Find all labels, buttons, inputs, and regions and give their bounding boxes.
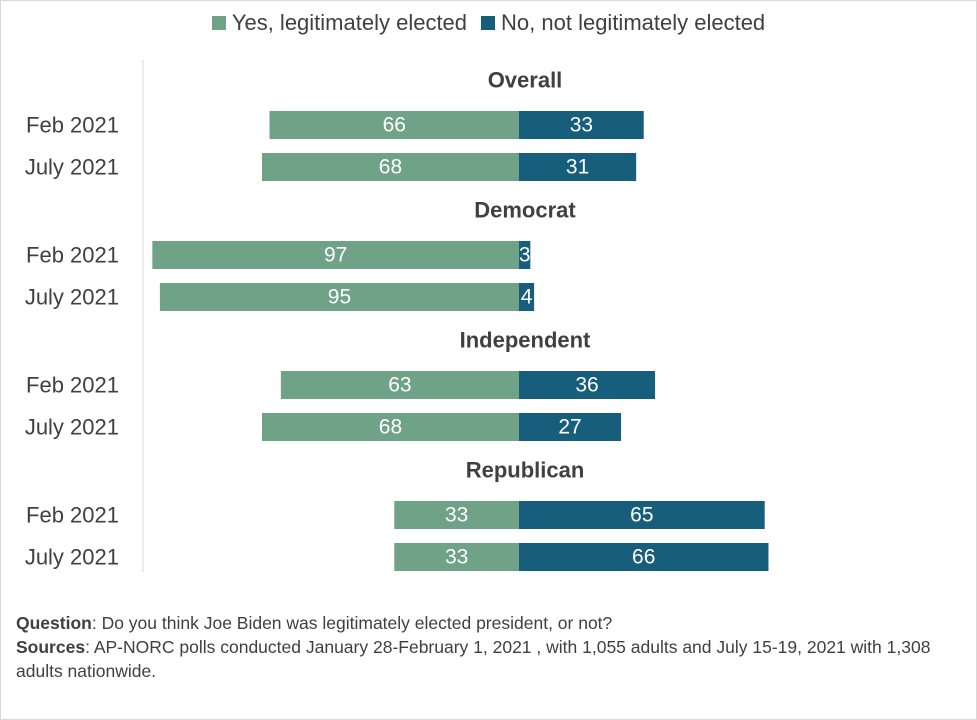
- bar-yes: [394, 543, 519, 571]
- data-label-no: 36: [575, 374, 598, 397]
- legend-label-yes: Yes, legitimately elected: [231, 10, 468, 35]
- sources-note: Sources: AP-NORC polls conducted January…: [16, 635, 956, 683]
- data-label-yes: 97: [324, 244, 347, 267]
- data-label-no: 27: [558, 416, 581, 439]
- data-label-yes: 68: [379, 416, 402, 439]
- row-label: July 2021: [25, 155, 119, 180]
- question-note: Question: Do you think Joe Biden was leg…: [16, 611, 956, 635]
- legend-item-yes: Yes, legitimately elected: [211, 10, 468, 36]
- group-title: Overall: [488, 68, 563, 93]
- legend-label-no: No, not legitimately elected: [501, 10, 766, 35]
- row-label: July 2021: [25, 545, 119, 570]
- bar-yes: [280, 371, 519, 399]
- bar-no: [519, 371, 656, 399]
- data-label-yes: 63: [388, 374, 411, 397]
- bar-no: [519, 283, 535, 311]
- data-label-yes: 33: [445, 504, 468, 527]
- data-label-yes: 68: [379, 156, 402, 179]
- row-label: Feb 2021: [26, 113, 119, 138]
- data-label-no: 33: [570, 114, 593, 137]
- bar-no: [519, 153, 637, 181]
- group-title: Democrat: [474, 198, 576, 223]
- legend-swatch-no: [481, 16, 496, 30]
- legend-swatch-yes: [211, 16, 226, 30]
- bar-yes: [269, 111, 519, 139]
- data-label-no: 66: [632, 546, 655, 569]
- group-title: Independent: [460, 328, 591, 353]
- data-label-no: 65: [630, 504, 653, 527]
- data-label-yes: 95: [328, 286, 351, 309]
- bar-no: [519, 111, 644, 139]
- row-label: July 2021: [25, 285, 119, 310]
- bar-no: [519, 501, 765, 529]
- bar-yes: [394, 501, 519, 529]
- row-label: Feb 2021: [26, 503, 119, 528]
- group-title: Republican: [466, 458, 585, 483]
- legend-item-no: No, not legitimately elected: [481, 10, 765, 36]
- sources-text: : AP-NORC polls conducted January 28-Feb…: [16, 637, 931, 681]
- row-label: July 2021: [25, 415, 119, 440]
- chart-notes: Question: Do you think Joe Biden was leg…: [16, 611, 956, 683]
- data-label-no: 31: [566, 156, 589, 179]
- bar-yes: [261, 153, 519, 181]
- question-label: Question: [16, 613, 92, 633]
- bar-no: [519, 413, 622, 441]
- question-text: : Do you think Joe Biden was legitimatel…: [91, 613, 613, 633]
- data-label-no: 3: [519, 244, 531, 267]
- sources-label: Sources: [16, 637, 86, 657]
- data-label-yes: 33: [445, 546, 468, 569]
- bar-no: [519, 543, 769, 571]
- row-label: Feb 2021: [26, 373, 119, 398]
- data-label-yes: 66: [383, 114, 406, 137]
- row-label: Feb 2021: [26, 243, 119, 268]
- bar-no: [519, 241, 531, 269]
- data-label-no: 4: [521, 286, 533, 309]
- bar-yes: [152, 241, 519, 269]
- legend: Yes, legitimately elected No, not legiti…: [0, 10, 977, 36]
- bar-yes: [261, 413, 519, 441]
- bar-yes: [159, 283, 519, 311]
- diverging-bar-chart: Overall Feb 2021 66 33 July 2021 68 31 Democrat…: [25, 60, 769, 572]
